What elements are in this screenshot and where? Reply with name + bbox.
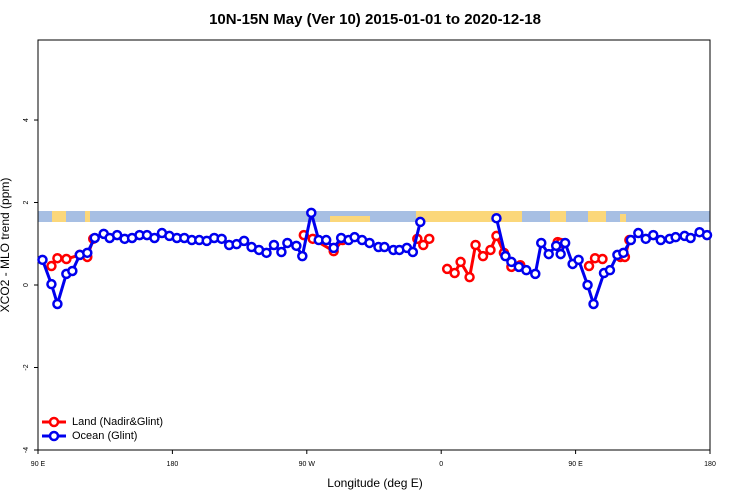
data-point xyxy=(297,250,308,262)
x-tick-label: 90 E xyxy=(31,461,46,468)
data-point xyxy=(670,231,681,243)
y-tick-label: -4 xyxy=(23,447,30,453)
data-point xyxy=(559,237,571,249)
data-point xyxy=(149,232,160,244)
data-point xyxy=(320,234,332,246)
legend-marker xyxy=(48,430,60,442)
data-point xyxy=(618,247,629,259)
data-point xyxy=(500,250,511,262)
data-point xyxy=(655,234,666,246)
data-point xyxy=(441,263,453,275)
data-point xyxy=(67,265,78,277)
data-point xyxy=(555,248,566,260)
x-tick-label: 90 W xyxy=(299,461,316,468)
data-point xyxy=(328,242,339,254)
y-tick-label: 0 xyxy=(23,283,30,287)
data-point xyxy=(573,254,584,266)
data-point xyxy=(491,212,502,224)
data-point xyxy=(550,240,562,252)
data-point xyxy=(216,233,227,245)
data-point xyxy=(46,278,57,290)
data-point xyxy=(89,232,100,244)
data-point xyxy=(633,227,644,239)
data-point xyxy=(424,233,435,245)
data-point xyxy=(583,260,595,272)
data-point xyxy=(82,247,93,259)
data-point xyxy=(37,254,48,266)
data-point xyxy=(588,298,599,310)
data-point xyxy=(306,207,317,219)
x-axis-label: Longitude (deg E) xyxy=(327,476,422,490)
data-point xyxy=(52,298,63,310)
data-point xyxy=(418,239,429,251)
data-point xyxy=(543,248,554,260)
data-point xyxy=(61,253,72,265)
data-point xyxy=(449,267,460,279)
plot-frame xyxy=(37,39,711,451)
data-point xyxy=(379,241,390,253)
data-point xyxy=(455,256,466,268)
data-point xyxy=(52,252,63,264)
y-tick-label: -2 xyxy=(23,364,30,370)
data-point xyxy=(701,229,713,241)
data-point xyxy=(364,237,375,249)
data-point xyxy=(464,271,475,283)
y-tick-label: 2 xyxy=(23,200,30,204)
data-point xyxy=(407,246,419,258)
data-point xyxy=(625,234,637,246)
legend-label: Ocean (Glint) xyxy=(72,430,137,442)
data-point xyxy=(238,235,250,247)
y-axis-label: XCO2 - MLO trend (ppm) xyxy=(0,178,12,313)
map-strip xyxy=(38,211,710,222)
data-point xyxy=(536,237,547,249)
data-point xyxy=(477,250,489,262)
data-point xyxy=(597,253,608,265)
x-tick-label: 0 xyxy=(439,461,443,468)
data-point xyxy=(261,247,272,259)
data-point xyxy=(415,216,426,228)
data-point xyxy=(530,268,541,280)
data-point xyxy=(276,246,287,258)
data-point xyxy=(485,244,496,256)
x-tick-label: 180 xyxy=(704,461,716,468)
series-line xyxy=(41,212,422,310)
data-point xyxy=(470,239,481,251)
data-point xyxy=(582,279,593,291)
data-point xyxy=(46,260,57,272)
legend-marker xyxy=(48,416,60,428)
data-point xyxy=(268,239,280,251)
chart-title: 10N-15N May (Ver 10) 2015-01-01 to 2020-… xyxy=(209,11,541,28)
data-point xyxy=(282,237,293,249)
data-point xyxy=(604,264,616,276)
data-point xyxy=(685,232,696,244)
data-point xyxy=(291,240,302,252)
data-point xyxy=(521,264,532,276)
legend-label: Land (Nadir&Glint) xyxy=(72,416,163,428)
x-tick-label: 90 E xyxy=(568,461,583,468)
x-tick-label: 180 xyxy=(167,461,179,468)
y-tick-label: 4 xyxy=(23,118,30,122)
data-point xyxy=(648,229,659,241)
data-point xyxy=(506,256,517,268)
